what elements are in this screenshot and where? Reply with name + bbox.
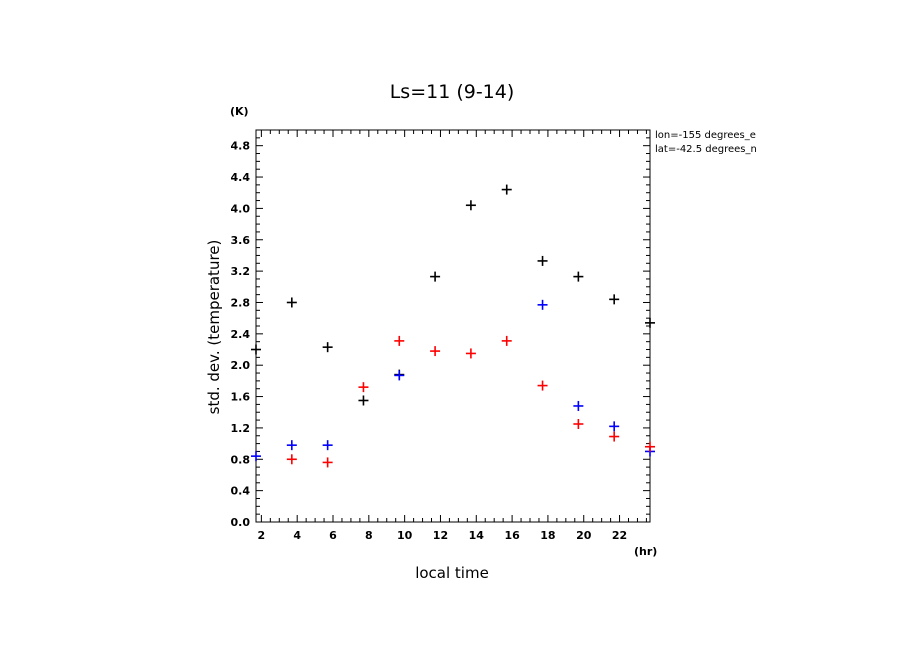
data-point: [322, 342, 333, 353]
data-point: [573, 419, 584, 429]
data-point: [609, 421, 620, 432]
data-point: [537, 299, 548, 310]
series-1: [251, 299, 655, 462]
y-tick-label: 1.6: [231, 391, 251, 404]
data-point: [322, 440, 333, 451]
y-tick-label: 0.0: [231, 516, 251, 529]
x-tick-label: 8: [365, 529, 373, 542]
y-axis-ticks: 0.0 0.4 0.8 1.2 1.6 2.0 2.4 2.8 3.2 3.6 4.0 4.4 4.8: [231, 137, 650, 529]
series-0: [251, 184, 655, 406]
data-point: [430, 346, 441, 357]
x-tick-label: 16: [504, 529, 520, 542]
y-tick-label: 1.2: [231, 422, 251, 435]
data-point: [501, 335, 512, 346]
data-point: [645, 317, 655, 328]
x-unit-label: (hr): [634, 545, 657, 558]
x-tick-label: 18: [540, 529, 555, 542]
data-point: [465, 200, 476, 211]
y-unit-label: (K): [230, 105, 249, 118]
data-point: [322, 457, 333, 468]
x-tick-label: 4: [293, 529, 301, 542]
x-axis-label: local time: [415, 564, 489, 582]
x-tick-label: 20: [576, 529, 592, 542]
y-tick-label: 0.8: [231, 453, 251, 466]
data-point: [358, 382, 369, 393]
y-tick-label: 2.4: [231, 328, 251, 341]
data-point: [645, 441, 655, 452]
x-tick-label: 6: [329, 529, 337, 542]
data-point: [430, 271, 441, 282]
data-point: [537, 380, 548, 391]
x-tick-label: 12: [433, 529, 448, 542]
y-tick-label: 3.2: [231, 265, 251, 278]
y-tick-label: 4.0: [231, 202, 251, 215]
y-tick-label: 2.8: [231, 296, 251, 309]
x-tick-label: 2: [258, 529, 266, 542]
data-point: [465, 348, 476, 359]
x-axis-ticks: 2 4 6 8 10 12 14 16 18 20 22: [258, 130, 647, 542]
data-point: [394, 335, 405, 346]
data-point: [251, 451, 261, 462]
info-lat: lat=-42.5 degrees_n: [655, 144, 757, 155]
y-axis-label: std. dev. (temperature): [205, 240, 223, 415]
x-tick-label: 14: [469, 529, 485, 542]
data-points: [251, 184, 655, 468]
data-point: [573, 271, 584, 282]
x-tick-label: 10: [397, 529, 413, 542]
data-point: [286, 440, 297, 451]
data-point: [358, 395, 369, 406]
y-tick-label: 4.8: [231, 140, 251, 153]
chart-title: Ls=11 (9-14): [390, 81, 515, 103]
data-point: [501, 184, 512, 195]
series-2: [286, 335, 655, 468]
data-point: [609, 431, 620, 442]
y-tick-label: 0.4: [231, 485, 251, 498]
data-point: [286, 297, 297, 308]
data-point: [394, 370, 405, 381]
data-point: [573, 400, 584, 411]
x-tick-label: 22: [612, 529, 627, 542]
plot-frame: [255, 129, 651, 523]
data-point: [286, 454, 297, 465]
y-tick-label: 4.4: [231, 171, 251, 184]
y-tick-label: 3.6: [231, 234, 251, 247]
info-lon: lon=-155 degrees_e: [655, 130, 756, 141]
data-point: [609, 294, 620, 305]
data-point: [537, 255, 548, 266]
y-tick-label: 2.0: [231, 359, 251, 372]
data-point: [251, 344, 261, 355]
